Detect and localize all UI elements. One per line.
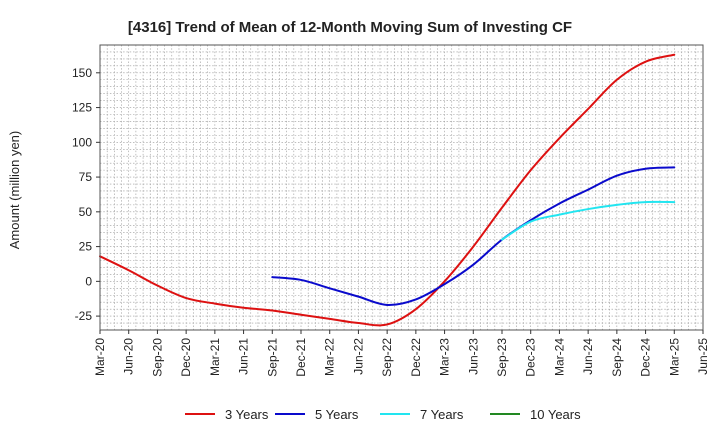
x-tick-label: Jun-23 — [466, 338, 480, 375]
x-tick-label: Jun-25 — [696, 338, 710, 375]
x-tick-label: Jun-21 — [237, 338, 251, 375]
x-tick-label: Jun-22 — [351, 338, 365, 375]
x-tick-label: Sep-21 — [265, 338, 279, 377]
x-tick-label: Mar-24 — [552, 338, 566, 376]
legend-label: 10 Years — [530, 407, 581, 422]
series-lines — [99, 53, 676, 327]
x-tick-label: Dec-23 — [524, 338, 538, 377]
x-tick-label: Sep-23 — [495, 338, 509, 377]
y-tick-label: 50 — [79, 205, 93, 219]
x-tick-label: Sep-22 — [380, 338, 394, 377]
y-axis-ticks: -25 0 25 50 75 100 125 150 — [72, 66, 100, 323]
x-tick-label: Mar-25 — [667, 338, 681, 376]
x-tick-label: Dec-22 — [409, 338, 423, 377]
x-tick-label: Mar-20 — [93, 338, 107, 376]
x-tick-label: Jun-24 — [581, 338, 595, 375]
y-tick-label: -25 — [75, 309, 93, 323]
x-tick-label: Mar-22 — [323, 338, 337, 376]
legend: 3 Years 5 Years 7 Years 10 Years — [185, 407, 581, 422]
y-tick-label: 0 — [85, 274, 92, 288]
y-tick-label: 150 — [72, 66, 92, 80]
legend-label: 7 Years — [420, 407, 464, 422]
y-tick-label: 25 — [79, 240, 93, 254]
x-tick-label: Sep-20 — [150, 338, 164, 377]
chart-title: [4316] Trend of Mean of 12-Month Moving … — [128, 19, 572, 36]
y-tick-label: 75 — [79, 170, 93, 184]
series-line-5-years — [271, 166, 676, 307]
plot-area — [99, 44, 704, 331]
grid — [99, 44, 704, 331]
legend-label: 5 Years — [315, 407, 359, 422]
x-axis-ticks: Mar-20 Jun-20 Sep-20 Dec-20 Mar-21 Jun-21 Sep-… — [93, 330, 710, 377]
x-tick-label: Mar-23 — [438, 338, 452, 376]
x-tick-label: Sep-24 — [610, 338, 624, 377]
legend-label: 3 Years — [225, 407, 269, 422]
x-tick-label: Dec-20 — [179, 338, 193, 377]
series-line-7-years — [501, 200, 676, 241]
y-tick-label: 100 — [72, 135, 92, 149]
x-tick-label: Jun-20 — [122, 338, 136, 375]
y-tick-label: 125 — [72, 101, 92, 115]
x-tick-label: Mar-21 — [208, 338, 222, 376]
series-line-3-years — [99, 53, 676, 327]
y-axis-label: Amount (million yen) — [7, 131, 22, 250]
x-tick-label: Dec-24 — [639, 338, 653, 377]
x-tick-label: Dec-21 — [294, 338, 308, 377]
